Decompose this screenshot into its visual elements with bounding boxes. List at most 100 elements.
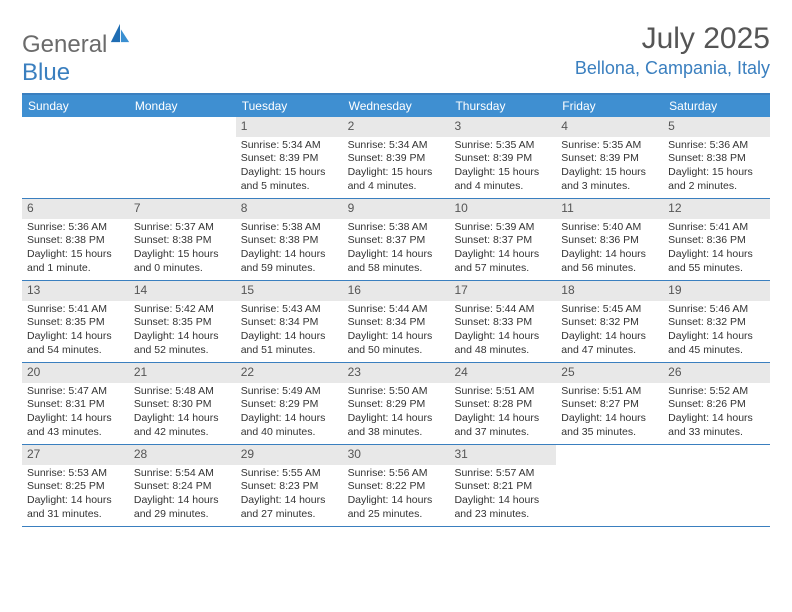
day-details: Sunrise: 5:42 AMSunset: 8:35 PMDaylight:… bbox=[129, 301, 236, 362]
dow-label: Friday bbox=[556, 95, 663, 117]
day-details: Sunrise: 5:56 AMSunset: 8:22 PMDaylight:… bbox=[343, 465, 450, 526]
day-cell: 19Sunrise: 5:46 AMSunset: 8:32 PMDayligh… bbox=[663, 281, 770, 362]
sunset-text: Sunset: 8:32 PM bbox=[668, 316, 765, 330]
sunset-text: Sunset: 8:37 PM bbox=[348, 234, 445, 248]
day-cell: 1Sunrise: 5:34 AMSunset: 8:39 PMDaylight… bbox=[236, 117, 343, 198]
day-cell: 31Sunrise: 5:57 AMSunset: 8:21 PMDayligh… bbox=[449, 445, 556, 526]
day-cell: 2Sunrise: 5:34 AMSunset: 8:39 PMDaylight… bbox=[343, 117, 450, 198]
sunrise-text: Sunrise: 5:54 AM bbox=[134, 467, 231, 481]
day-cell: 15Sunrise: 5:43 AMSunset: 8:34 PMDayligh… bbox=[236, 281, 343, 362]
day-number: 27 bbox=[22, 445, 129, 465]
day-details: Sunrise: 5:53 AMSunset: 8:25 PMDaylight:… bbox=[22, 465, 129, 526]
sunset-text: Sunset: 8:38 PM bbox=[668, 152, 765, 166]
calendar-grid: SundayMondayTuesdayWednesdayThursdayFrid… bbox=[22, 93, 770, 527]
daylight-text: Daylight: 14 hours and 29 minutes. bbox=[134, 494, 231, 521]
daylight-text: Daylight: 14 hours and 51 minutes. bbox=[241, 330, 338, 357]
day-details: Sunrise: 5:51 AMSunset: 8:28 PMDaylight:… bbox=[449, 383, 556, 444]
page-header: General Blue July 2025 Bellona, Campania… bbox=[22, 22, 770, 87]
week-row: 20Sunrise: 5:47 AMSunset: 8:31 PMDayligh… bbox=[22, 363, 770, 445]
day-details: Sunrise: 5:45 AMSunset: 8:32 PMDaylight:… bbox=[556, 301, 663, 362]
sunrise-text: Sunrise: 5:52 AM bbox=[668, 385, 765, 399]
daylight-text: Daylight: 14 hours and 43 minutes. bbox=[27, 412, 124, 439]
daylight-text: Daylight: 14 hours and 59 minutes. bbox=[241, 248, 338, 275]
day-number: 2 bbox=[343, 117, 450, 137]
sunrise-text: Sunrise: 5:46 AM bbox=[668, 303, 765, 317]
daylight-text: Daylight: 14 hours and 35 minutes. bbox=[561, 412, 658, 439]
week-row: 6Sunrise: 5:36 AMSunset: 8:38 PMDaylight… bbox=[22, 199, 770, 281]
day-details: Sunrise: 5:44 AMSunset: 8:34 PMDaylight:… bbox=[343, 301, 450, 362]
sunrise-text: Sunrise: 5:34 AM bbox=[348, 139, 445, 153]
daylight-text: Daylight: 14 hours and 47 minutes. bbox=[561, 330, 658, 357]
sunrise-text: Sunrise: 5:35 AM bbox=[561, 139, 658, 153]
dow-label: Saturday bbox=[663, 95, 770, 117]
dow-label: Wednesday bbox=[343, 95, 450, 117]
sunset-text: Sunset: 8:25 PM bbox=[27, 480, 124, 494]
day-number: 24 bbox=[449, 363, 556, 383]
day-details: Sunrise: 5:38 AMSunset: 8:37 PMDaylight:… bbox=[343, 219, 450, 280]
dow-label: Tuesday bbox=[236, 95, 343, 117]
brand-logo: General Blue bbox=[22, 22, 131, 87]
day-cell: 26Sunrise: 5:52 AMSunset: 8:26 PMDayligh… bbox=[663, 363, 770, 444]
day-number: 4 bbox=[556, 117, 663, 137]
sunrise-text: Sunrise: 5:39 AM bbox=[454, 221, 551, 235]
daylight-text: Daylight: 14 hours and 42 minutes. bbox=[134, 412, 231, 439]
sunset-text: Sunset: 8:39 PM bbox=[561, 152, 658, 166]
day-cell: 12Sunrise: 5:41 AMSunset: 8:36 PMDayligh… bbox=[663, 199, 770, 280]
day-number: 9 bbox=[343, 199, 450, 219]
empty-cell bbox=[129, 117, 236, 198]
brand-blue: Blue bbox=[22, 59, 70, 86]
sunset-text: Sunset: 8:36 PM bbox=[668, 234, 765, 248]
daylight-text: Daylight: 14 hours and 58 minutes. bbox=[348, 248, 445, 275]
sunrise-text: Sunrise: 5:38 AM bbox=[241, 221, 338, 235]
sunrise-text: Sunrise: 5:36 AM bbox=[27, 221, 124, 235]
sunset-text: Sunset: 8:37 PM bbox=[454, 234, 551, 248]
day-details: Sunrise: 5:34 AMSunset: 8:39 PMDaylight:… bbox=[236, 137, 343, 198]
daylight-text: Daylight: 14 hours and 45 minutes. bbox=[668, 330, 765, 357]
empty-cell bbox=[556, 445, 663, 526]
daylight-text: Daylight: 14 hours and 31 minutes. bbox=[27, 494, 124, 521]
day-details: Sunrise: 5:47 AMSunset: 8:31 PMDaylight:… bbox=[22, 383, 129, 444]
day-details: Sunrise: 5:35 AMSunset: 8:39 PMDaylight:… bbox=[449, 137, 556, 198]
daylight-text: Daylight: 14 hours and 40 minutes. bbox=[241, 412, 338, 439]
day-details: Sunrise: 5:40 AMSunset: 8:36 PMDaylight:… bbox=[556, 219, 663, 280]
daylight-text: Daylight: 14 hours and 54 minutes. bbox=[27, 330, 124, 357]
sunset-text: Sunset: 8:39 PM bbox=[241, 152, 338, 166]
week-row: 1Sunrise: 5:34 AMSunset: 8:39 PMDaylight… bbox=[22, 117, 770, 199]
empty-cell bbox=[22, 117, 129, 198]
sunrise-text: Sunrise: 5:34 AM bbox=[241, 139, 338, 153]
day-cell: 11Sunrise: 5:40 AMSunset: 8:36 PMDayligh… bbox=[556, 199, 663, 280]
day-cell: 4Sunrise: 5:35 AMSunset: 8:39 PMDaylight… bbox=[556, 117, 663, 198]
day-details: Sunrise: 5:55 AMSunset: 8:23 PMDaylight:… bbox=[236, 465, 343, 526]
daylight-text: Daylight: 14 hours and 33 minutes. bbox=[668, 412, 765, 439]
sunset-text: Sunset: 8:29 PM bbox=[241, 398, 338, 412]
day-number: 5 bbox=[663, 117, 770, 137]
day-number: 31 bbox=[449, 445, 556, 465]
sunset-text: Sunset: 8:31 PM bbox=[27, 398, 124, 412]
sunset-text: Sunset: 8:32 PM bbox=[561, 316, 658, 330]
sunrise-text: Sunrise: 5:45 AM bbox=[561, 303, 658, 317]
day-details: Sunrise: 5:54 AMSunset: 8:24 PMDaylight:… bbox=[129, 465, 236, 526]
day-cell: 16Sunrise: 5:44 AMSunset: 8:34 PMDayligh… bbox=[343, 281, 450, 362]
day-details: Sunrise: 5:41 AMSunset: 8:35 PMDaylight:… bbox=[22, 301, 129, 362]
daylight-text: Daylight: 14 hours and 27 minutes. bbox=[241, 494, 338, 521]
sunset-text: Sunset: 8:33 PM bbox=[454, 316, 551, 330]
day-details: Sunrise: 5:50 AMSunset: 8:29 PMDaylight:… bbox=[343, 383, 450, 444]
sunset-text: Sunset: 8:23 PM bbox=[241, 480, 338, 494]
day-cell: 13Sunrise: 5:41 AMSunset: 8:35 PMDayligh… bbox=[22, 281, 129, 362]
sunset-text: Sunset: 8:39 PM bbox=[454, 152, 551, 166]
sunset-text: Sunset: 8:30 PM bbox=[134, 398, 231, 412]
month-title: July 2025 bbox=[575, 22, 770, 56]
sunrise-text: Sunrise: 5:42 AM bbox=[134, 303, 231, 317]
sunrise-text: Sunrise: 5:44 AM bbox=[348, 303, 445, 317]
week-row: 13Sunrise: 5:41 AMSunset: 8:35 PMDayligh… bbox=[22, 281, 770, 363]
sunset-text: Sunset: 8:39 PM bbox=[348, 152, 445, 166]
daylight-text: Daylight: 14 hours and 55 minutes. bbox=[668, 248, 765, 275]
brand-general: General bbox=[22, 31, 107, 58]
day-details: Sunrise: 5:57 AMSunset: 8:21 PMDaylight:… bbox=[449, 465, 556, 526]
day-cell: 9Sunrise: 5:38 AMSunset: 8:37 PMDaylight… bbox=[343, 199, 450, 280]
day-details: Sunrise: 5:51 AMSunset: 8:27 PMDaylight:… bbox=[556, 383, 663, 444]
day-number: 18 bbox=[556, 281, 663, 301]
day-details: Sunrise: 5:38 AMSunset: 8:38 PMDaylight:… bbox=[236, 219, 343, 280]
day-cell: 10Sunrise: 5:39 AMSunset: 8:37 PMDayligh… bbox=[449, 199, 556, 280]
day-details: Sunrise: 5:34 AMSunset: 8:39 PMDaylight:… bbox=[343, 137, 450, 198]
